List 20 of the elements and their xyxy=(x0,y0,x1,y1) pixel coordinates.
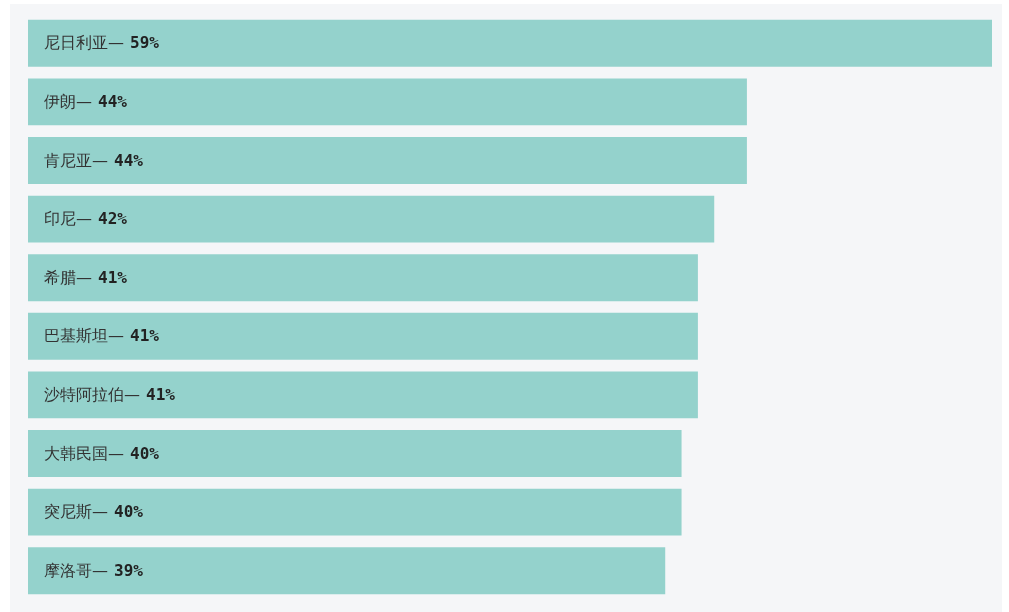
y-tick-label: 尼日利亚— xyxy=(44,33,124,53)
y-tick-label: 大韩民国— xyxy=(44,443,124,463)
data-label: 39% xyxy=(114,560,144,580)
data-label: 44% xyxy=(114,150,144,170)
data-label: 42% xyxy=(98,209,128,229)
y-tick-label: 突尼斯— xyxy=(44,502,108,522)
data-label: 41% xyxy=(98,267,128,287)
y-tick-label: 希腊— xyxy=(44,267,92,287)
y-tick-label: 沙特阿拉伯— xyxy=(44,384,140,404)
y-tick-label: 印尼— xyxy=(44,209,92,229)
y-tick-label: 摩洛哥— xyxy=(44,560,108,580)
data-label: 41% xyxy=(146,384,176,404)
data-label: 41% xyxy=(130,326,160,346)
data-label: 59% xyxy=(130,33,160,53)
y-tick-label: 伊朗— xyxy=(44,91,92,111)
y-tick-label: 肯尼亚— xyxy=(44,150,108,170)
y-tick-label: 巴基斯坦— xyxy=(44,326,124,346)
data-label: 44% xyxy=(98,91,128,111)
data-label: 40% xyxy=(114,502,144,522)
data-label: 40% xyxy=(130,443,160,463)
